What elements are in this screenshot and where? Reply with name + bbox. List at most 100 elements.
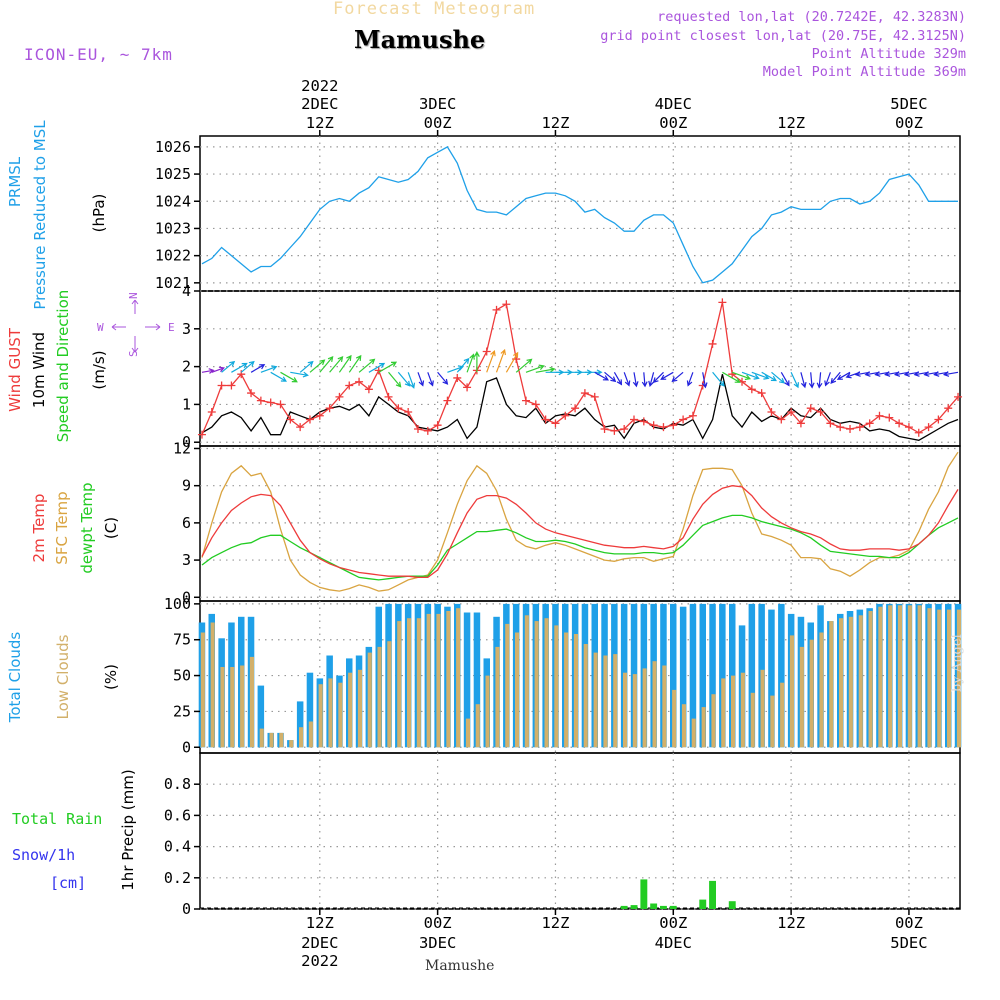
wind-gust-marker bbox=[669, 421, 678, 430]
low-cloud-bar bbox=[495, 646, 500, 748]
ytick-label-clouds: 75 bbox=[173, 631, 191, 649]
wind-direction-arrow bbox=[808, 372, 815, 389]
low-cloud-bar bbox=[848, 616, 853, 748]
direction-label: Speed and Direction bbox=[54, 290, 72, 443]
wind-gust-marker bbox=[276, 400, 285, 409]
dewpoint-label: dewpt Temp bbox=[78, 482, 96, 573]
wind-gust-marker bbox=[541, 415, 550, 424]
panel-frame-temperature bbox=[199, 445, 961, 602]
wind-gust-marker bbox=[895, 419, 904, 428]
ytick-label-precip: 0.2 bbox=[164, 869, 191, 887]
wind-gust-marker bbox=[580, 389, 589, 398]
wind-gust-marker bbox=[443, 396, 452, 405]
low-cloud-bar bbox=[259, 728, 264, 748]
wind-label: 10m Wind bbox=[30, 332, 48, 408]
low-cloud-bar bbox=[701, 707, 706, 748]
snow-legend: Snow/1h bbox=[12, 846, 75, 864]
wind-gust-marker bbox=[413, 424, 422, 433]
point-altitude: Point Altitude 329m bbox=[811, 46, 966, 62]
low-cloud-bar bbox=[613, 654, 618, 748]
wind-direction-arrow bbox=[800, 372, 807, 389]
low-cloud-bar bbox=[691, 718, 696, 748]
low-cloud-bar bbox=[318, 684, 323, 748]
total-cloud-bar bbox=[257, 685, 265, 748]
wind-direction-arrow bbox=[240, 360, 255, 373]
rain-bar bbox=[660, 905, 667, 909]
wind-gust-marker bbox=[757, 389, 766, 398]
wind-gust-marker bbox=[482, 347, 491, 356]
total-clouds-label: Total Clouds bbox=[6, 632, 24, 724]
low-cloud-bar bbox=[907, 605, 912, 748]
wind-direction-arrow bbox=[466, 353, 475, 373]
ytick-label-wind: 3 bbox=[182, 320, 191, 338]
temp-2m-line bbox=[201, 485, 959, 579]
wind-gust-marker bbox=[796, 419, 805, 428]
total-cloud-bar bbox=[306, 672, 314, 748]
wind-direction-arrow bbox=[368, 362, 386, 373]
wind-gust-marker bbox=[531, 400, 540, 409]
wind-direction-arrow bbox=[594, 371, 609, 381]
wind-gust-marker bbox=[649, 421, 658, 430]
ytick-label-wind: 1 bbox=[182, 395, 191, 413]
low-cloud-bar bbox=[524, 615, 529, 748]
ytick-label-wind: 2 bbox=[182, 358, 191, 376]
ytick-label-temperature: 12 bbox=[173, 439, 191, 457]
product-title: Forecast Meteogram bbox=[333, 0, 536, 19]
rain-bar bbox=[669, 905, 677, 909]
ytick-label-temperature: 6 bbox=[182, 514, 191, 532]
low-cloud-bar bbox=[770, 695, 775, 748]
wind-gust-marker bbox=[355, 377, 364, 386]
ytick-label-precip: 0.6 bbox=[164, 806, 191, 824]
bottom-day-label: 3DEC bbox=[419, 934, 456, 952]
pressure-label-long: Pressure Reduced to MSL bbox=[31, 120, 49, 310]
rain-bar bbox=[650, 903, 658, 909]
low-cloud-bar bbox=[858, 615, 863, 748]
panel-frame-precip bbox=[199, 752, 961, 910]
low-cloud-bar bbox=[299, 727, 304, 748]
top-day-label: 3DEC bbox=[419, 95, 456, 113]
wind-gust-marker bbox=[688, 411, 697, 420]
low-cloud-bar bbox=[789, 635, 794, 748]
low-cloud-bar bbox=[220, 667, 225, 748]
ytick-label-clouds: 50 bbox=[173, 667, 191, 685]
wind-direction-arrow bbox=[686, 372, 694, 387]
low-cloud-bar bbox=[240, 665, 245, 748]
wind-direction-arrow bbox=[388, 371, 402, 388]
top-hour-label: 00Z bbox=[895, 114, 923, 132]
compass-rose-icon bbox=[111, 299, 161, 353]
wind-gust-marker bbox=[846, 424, 855, 433]
credit-watermark: by Angel bbox=[950, 634, 965, 692]
low-cloud-bar bbox=[711, 694, 716, 748]
bottom-day-label: 2DEC bbox=[301, 934, 338, 952]
bottom-day-label: 5DEC bbox=[890, 934, 927, 952]
wind-gust-marker bbox=[630, 415, 639, 424]
wind-direction-arrow bbox=[816, 372, 823, 389]
wind-gust-marker bbox=[865, 419, 874, 428]
low-cloud-bar bbox=[544, 618, 549, 748]
low-cloud-bar bbox=[289, 740, 294, 748]
wind-direction-arrow bbox=[505, 351, 519, 373]
sfc-temp-label: SFC Temp bbox=[53, 491, 71, 564]
wind-direction-arrow bbox=[648, 372, 655, 387]
wind-direction-arrow bbox=[701, 372, 708, 389]
grid-coords: grid point closest lon,lat (20.75E, 42.3… bbox=[600, 28, 966, 44]
low-cloud-bar bbox=[750, 692, 755, 748]
low-cloud-bar bbox=[868, 611, 873, 748]
low-cloud-bar bbox=[878, 606, 883, 748]
dewpoint-line bbox=[201, 514, 959, 581]
wind-direction-arrow bbox=[712, 371, 725, 387]
rain-legend: Total Rain bbox=[12, 810, 102, 828]
wind-gust-marker bbox=[934, 415, 943, 424]
top-hour-label: 12Z bbox=[541, 114, 569, 132]
ytick-label-pressure: 1024 bbox=[155, 192, 191, 210]
bottom-year-label: 2022 bbox=[301, 952, 338, 970]
low-cloud-bar bbox=[642, 668, 647, 748]
gust-label: Wind GUST bbox=[6, 327, 24, 412]
wind-gust-marker bbox=[217, 381, 226, 390]
low-cloud-bar bbox=[681, 704, 686, 748]
ytick-label-temperature: 3 bbox=[182, 551, 191, 569]
low-cloud-bar bbox=[338, 682, 343, 748]
precip-unit: 1hr Precip (mm) bbox=[119, 769, 137, 890]
low-cloud-bar bbox=[279, 732, 284, 748]
wind-direction-arrow bbox=[790, 372, 799, 389]
